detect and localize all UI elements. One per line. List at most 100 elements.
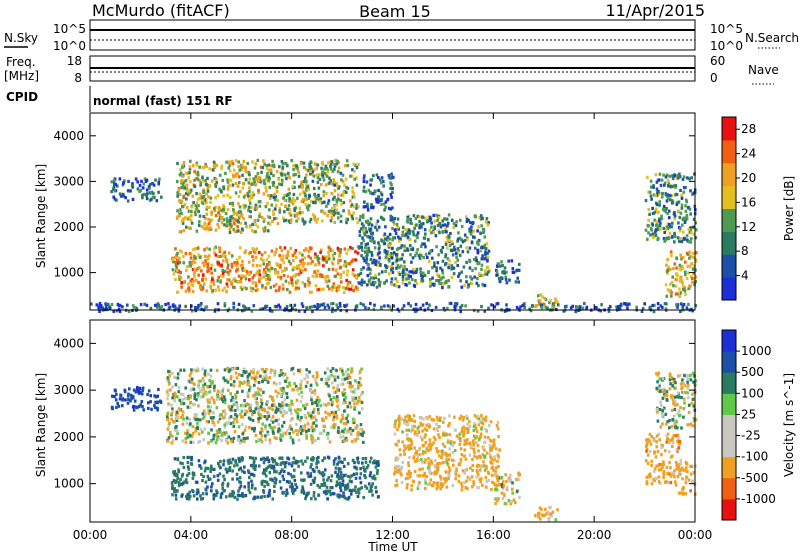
power-cell <box>205 246 208 250</box>
power-cell <box>421 275 424 279</box>
velocity-cell <box>253 467 257 471</box>
velocity-cell <box>343 438 347 442</box>
velocity-cell <box>476 473 480 477</box>
velocity-cell <box>400 480 404 484</box>
velocity-cell <box>404 477 408 481</box>
power-cell <box>188 191 191 195</box>
power-cell <box>377 241 380 245</box>
power-cell <box>315 274 319 278</box>
velocity-cell <box>447 440 450 444</box>
power-cell <box>670 184 674 189</box>
velocity-cell <box>121 397 125 401</box>
power-cell <box>540 306 544 310</box>
velocity-cell <box>220 392 224 396</box>
power-cell <box>206 226 210 230</box>
velocity-cell <box>256 371 259 375</box>
velocity-cell <box>167 379 170 383</box>
power-cell <box>285 256 289 260</box>
power-cell <box>673 240 676 244</box>
velocity-cell <box>452 459 456 463</box>
power-cell <box>670 291 673 295</box>
power-cell <box>655 180 659 184</box>
velocity-cell <box>260 402 264 406</box>
power-cell <box>268 307 272 311</box>
power-cell <box>112 178 116 182</box>
velocity-cell <box>177 470 181 474</box>
velocity-cell <box>221 409 225 413</box>
power-cell <box>396 307 400 311</box>
power-cell <box>376 200 380 204</box>
velocity-cell <box>299 386 303 390</box>
power-cell <box>364 205 367 209</box>
power-cell <box>197 253 200 257</box>
velocity-cell <box>361 433 364 438</box>
power-cell <box>355 176 358 180</box>
power-cell <box>210 179 214 183</box>
velocity-cell <box>197 385 201 390</box>
velocity-cell <box>286 456 289 460</box>
velocity-cell <box>271 460 275 464</box>
velocity-cell <box>295 398 299 402</box>
power-cell <box>173 304 177 308</box>
power-cell <box>210 218 213 222</box>
power-cell <box>288 197 291 201</box>
velocity-cell <box>188 373 192 377</box>
velocity-cell <box>297 438 301 442</box>
velocity-cell <box>301 462 305 466</box>
velocity-cell <box>411 428 414 432</box>
power-cell <box>333 189 337 193</box>
velocity-cell <box>318 485 322 489</box>
velocity-cell <box>351 398 355 402</box>
velocity-cell <box>285 479 289 484</box>
velocity-cell <box>129 393 133 397</box>
power-cell <box>271 159 274 163</box>
velocity-cell <box>257 420 260 424</box>
velocity-cell <box>226 484 230 488</box>
velocity-cell <box>234 393 237 397</box>
power-cell <box>256 218 260 222</box>
power-cell <box>431 276 434 280</box>
power-cell <box>283 266 287 270</box>
velocity-cell <box>272 381 276 385</box>
power-cell <box>176 180 179 184</box>
velocity-cell <box>330 381 334 385</box>
power-cell <box>364 246 367 250</box>
velocity-cell <box>201 395 205 399</box>
velocity-cell <box>127 397 130 401</box>
power-cell <box>226 263 230 267</box>
velocity-cell <box>221 486 224 491</box>
power-cell <box>275 216 278 220</box>
velocity-cell <box>348 375 352 380</box>
power-cell <box>316 217 320 221</box>
velocity-cell <box>459 439 462 443</box>
power-cell <box>195 229 199 233</box>
power-cell <box>204 262 207 266</box>
power-cell <box>323 255 327 259</box>
velocity-cell <box>288 381 291 385</box>
power-cell <box>321 161 324 165</box>
power-cell <box>444 253 448 257</box>
power-cell <box>289 213 293 217</box>
velocity-cell <box>166 376 170 380</box>
power-cell <box>433 261 436 265</box>
power-cell <box>290 218 293 222</box>
power-cell <box>402 268 405 272</box>
velocity-cell <box>260 394 263 398</box>
power-cell <box>389 181 392 185</box>
velocity-cell <box>237 438 240 442</box>
velocity-cell <box>156 394 159 398</box>
velocity-cell <box>350 480 353 484</box>
velocity-cell <box>321 459 324 463</box>
power-cell <box>518 262 521 266</box>
power-cell <box>430 225 433 229</box>
power-cell <box>455 255 458 260</box>
power-cell <box>398 236 401 240</box>
power-cell <box>689 240 693 244</box>
velocity-cell <box>191 476 195 480</box>
power-cell <box>279 246 282 250</box>
velocity-cell <box>416 486 420 490</box>
power-cell <box>189 279 192 283</box>
power-cell <box>274 271 277 275</box>
power-cell <box>628 302 631 306</box>
power-cell <box>252 258 255 262</box>
